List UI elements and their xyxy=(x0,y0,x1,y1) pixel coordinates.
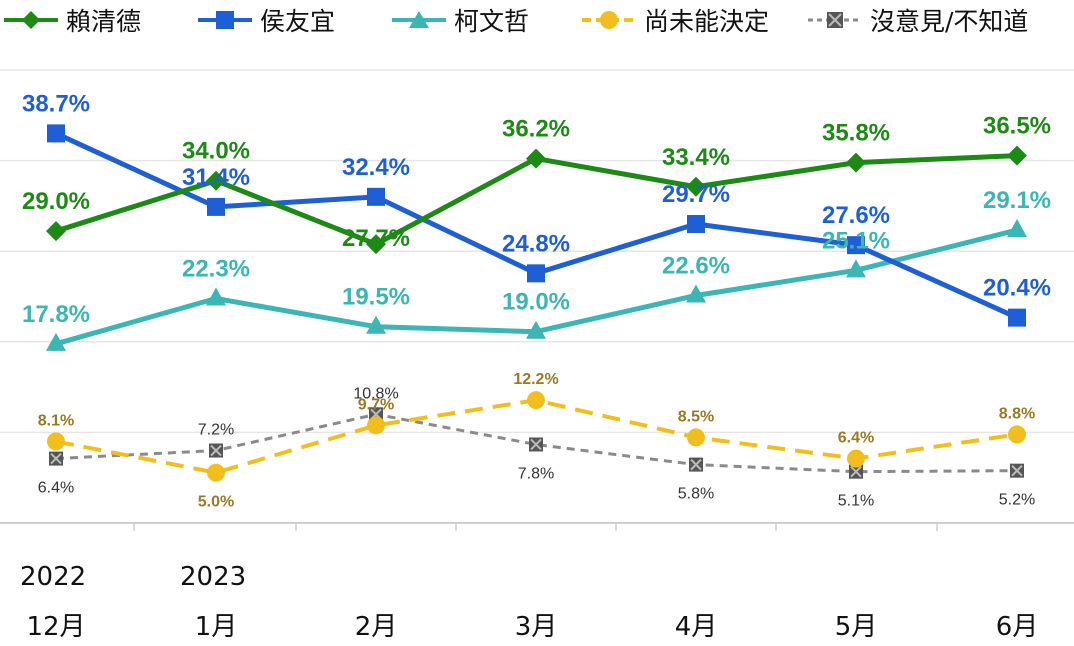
data-label: 8.1% xyxy=(38,412,74,429)
data-label: 6.4% xyxy=(838,430,874,447)
legend-item-ko[interactable]: 柯文哲 xyxy=(390,4,529,36)
marker-circle xyxy=(1008,425,1026,444)
data-label: 34.0% xyxy=(182,138,250,165)
x-tick-label: 4月 xyxy=(674,612,718,642)
data-label: 10.8% xyxy=(353,385,398,402)
data-label: 35.8% xyxy=(822,120,890,147)
data-label: 29.1% xyxy=(983,187,1051,214)
marker-triangle xyxy=(1007,219,1027,238)
legend-label-ko: 柯文哲 xyxy=(454,7,530,36)
marker-square xyxy=(207,197,225,216)
marker-square xyxy=(367,187,385,206)
marker-diamond xyxy=(1007,145,1027,166)
data-label: 22.6% xyxy=(662,252,730,279)
marker-xsquare-cross xyxy=(1011,464,1023,477)
x-tick-label: 5月 xyxy=(834,612,878,642)
marker-diamond xyxy=(46,221,66,242)
marker-diamond xyxy=(366,234,386,255)
legend-item-lai[interactable]: 賴清德 xyxy=(2,4,141,36)
data-label: 6.4% xyxy=(38,480,74,497)
marker-diamond xyxy=(846,152,866,173)
marker-triangle xyxy=(846,259,866,278)
marker-square xyxy=(527,264,545,283)
x-tick-label: 1月 xyxy=(194,612,238,642)
year-label: 2022 xyxy=(20,562,87,592)
data-label: 33.4% xyxy=(662,144,730,171)
marker-xsquare-cross xyxy=(210,444,222,457)
data-label: 20.4% xyxy=(983,275,1051,302)
data-label: 27.6% xyxy=(822,202,890,229)
data-label: 5.0% xyxy=(198,494,234,511)
data-label: 31.4% xyxy=(182,164,250,191)
x-tick-label: 12月 xyxy=(26,612,86,642)
legend-item-no-opinion[interactable]: 沒意見/不知道 xyxy=(806,4,1028,36)
data-label: 36.5% xyxy=(983,113,1051,140)
legend-item-hou[interactable]: 侯友宜 xyxy=(196,4,335,36)
marker-xsquare-cross xyxy=(850,465,862,478)
marker-circle xyxy=(47,432,65,451)
marker-triangle xyxy=(526,320,546,339)
legend-label-no-opinion: 沒意見/不知道 xyxy=(870,7,1029,36)
data-label: 9.7% xyxy=(358,396,394,413)
marker-circle xyxy=(847,449,865,468)
x-tick-label: 2月 xyxy=(354,612,398,642)
legend-label-undecided: 尚未能決定 xyxy=(644,7,770,36)
marker-circle xyxy=(367,416,385,435)
marker-diamond xyxy=(686,176,706,197)
data-label: 32.4% xyxy=(342,154,410,181)
data-label: 19.0% xyxy=(502,289,570,316)
marker-square xyxy=(47,124,65,143)
data-label: 8.8% xyxy=(999,405,1035,422)
legend: 賴清德 侯友宜 柯文哲 尚未能決定 沒意見/不知道 xyxy=(0,0,1074,40)
legend-item-undecided[interactable]: 尚未能決定 xyxy=(580,4,769,36)
data-label: 29.7% xyxy=(662,181,730,208)
marker-diamond xyxy=(526,148,546,169)
marker-square xyxy=(1008,308,1026,327)
data-label: 38.7% xyxy=(22,90,90,117)
marker-circle xyxy=(527,391,545,410)
marker-xsquare-cross xyxy=(690,458,702,471)
series-markers xyxy=(46,124,1027,482)
legend-swatch-lai xyxy=(4,11,58,29)
data-label: 5.8% xyxy=(678,486,714,503)
data-labels: 29.0% 34.0% 27.7% 36.2% 33.4% 35.8% 36.5% 38.7%… xyxy=(22,90,1051,510)
legend-swatch-hou xyxy=(198,11,252,29)
legend-swatch-undecided xyxy=(582,11,636,29)
marker-circle xyxy=(207,463,225,482)
data-label: 19.5% xyxy=(342,284,410,311)
data-label: 17.8% xyxy=(22,301,90,328)
marker-square xyxy=(847,236,865,255)
data-label: 12.2% xyxy=(513,371,558,388)
data-label: 22.3% xyxy=(182,256,250,283)
data-label: 25.1% xyxy=(822,227,890,254)
marker-triangle xyxy=(46,332,66,351)
marker-triangle xyxy=(686,284,706,303)
data-label: 7.2% xyxy=(198,422,234,439)
legend-label-hou: 侯友宜 xyxy=(260,7,336,36)
x-tick-label: 3月 xyxy=(514,612,558,642)
data-label: 27.7% xyxy=(342,225,410,252)
data-label: 8.5% xyxy=(678,408,714,425)
legend-swatch-ko xyxy=(392,11,446,28)
legend-swatch-no-opinion xyxy=(808,12,862,28)
data-label: 36.2% xyxy=(502,116,570,143)
data-label: 5.2% xyxy=(999,492,1035,509)
grid-lines xyxy=(0,69,1074,531)
marker-xsquare-cross xyxy=(530,438,542,451)
data-label: 29.0% xyxy=(22,188,90,215)
legend-label-lai: 賴清德 xyxy=(66,7,142,36)
marker-xsquare-cross xyxy=(50,452,62,465)
data-label: 7.8% xyxy=(518,465,554,482)
marker-circle xyxy=(687,428,705,447)
x-tick-label: 6月 xyxy=(995,612,1039,642)
data-label: 24.8% xyxy=(502,230,570,257)
marker-triangle xyxy=(366,315,386,334)
marker-triangle xyxy=(206,287,226,306)
marker-diamond xyxy=(206,170,226,191)
year-label: 2023 xyxy=(180,562,247,592)
data-label: 5.1% xyxy=(838,493,874,510)
marker-square xyxy=(687,215,705,234)
